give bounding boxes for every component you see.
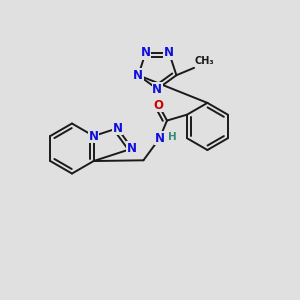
- Text: N: N: [141, 46, 151, 59]
- Text: N: N: [112, 122, 122, 135]
- Text: N: N: [164, 46, 174, 59]
- Text: N: N: [127, 142, 137, 155]
- Text: N: N: [88, 130, 99, 142]
- Text: O: O: [154, 99, 164, 112]
- Text: N: N: [152, 82, 162, 95]
- Text: N: N: [133, 69, 143, 82]
- Text: N: N: [154, 132, 165, 145]
- Text: H: H: [168, 132, 176, 142]
- Text: N: N: [133, 69, 143, 82]
- Text: CH₃: CH₃: [195, 56, 214, 66]
